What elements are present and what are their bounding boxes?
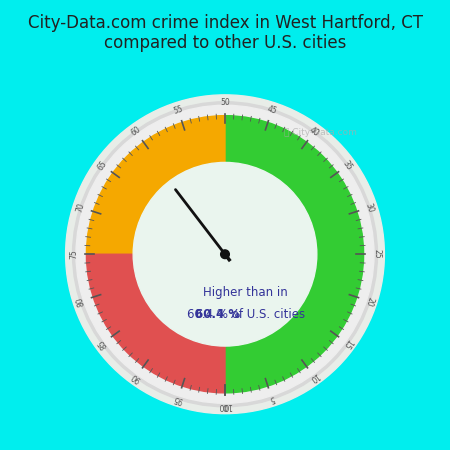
Wedge shape bbox=[225, 116, 364, 393]
Circle shape bbox=[66, 95, 384, 414]
Text: 5: 5 bbox=[268, 393, 275, 404]
Text: 65: 65 bbox=[96, 158, 109, 172]
Text: 50: 50 bbox=[220, 98, 230, 107]
Text: 90: 90 bbox=[129, 370, 143, 383]
Text: 70: 70 bbox=[75, 202, 86, 213]
Text: 100: 100 bbox=[218, 401, 232, 410]
Text: Higher than in: Higher than in bbox=[203, 286, 288, 299]
Text: 30: 30 bbox=[364, 202, 375, 213]
Text: 95: 95 bbox=[172, 393, 184, 404]
Text: 20: 20 bbox=[364, 295, 375, 307]
Text: 15: 15 bbox=[341, 337, 354, 350]
Circle shape bbox=[133, 162, 317, 346]
Circle shape bbox=[76, 105, 374, 403]
Text: City-Data.com crime index in West Hartford, CT
compared to other U.S. cities: City-Data.com crime index in West Hartfo… bbox=[27, 14, 423, 52]
Circle shape bbox=[220, 250, 230, 259]
Text: 40: 40 bbox=[307, 125, 321, 138]
Text: 10: 10 bbox=[307, 370, 321, 383]
Text: 60.4 %: 60.4 % bbox=[195, 308, 240, 321]
Text: ⓘ City-Data.com: ⓘ City-Data.com bbox=[284, 129, 357, 137]
Text: 55: 55 bbox=[172, 104, 184, 116]
Text: 60: 60 bbox=[129, 125, 143, 138]
Wedge shape bbox=[86, 116, 225, 254]
Text: 60.4 % of U.S. cities: 60.4 % of U.S. cities bbox=[187, 308, 305, 321]
Text: 85: 85 bbox=[96, 337, 109, 350]
Text: 45: 45 bbox=[266, 104, 278, 116]
Text: 0: 0 bbox=[223, 401, 227, 410]
Text: 25: 25 bbox=[372, 249, 381, 259]
Text: 80: 80 bbox=[75, 295, 86, 307]
Text: 35: 35 bbox=[341, 158, 354, 172]
Wedge shape bbox=[86, 254, 225, 393]
Circle shape bbox=[72, 102, 378, 407]
Text: 75: 75 bbox=[69, 249, 78, 259]
